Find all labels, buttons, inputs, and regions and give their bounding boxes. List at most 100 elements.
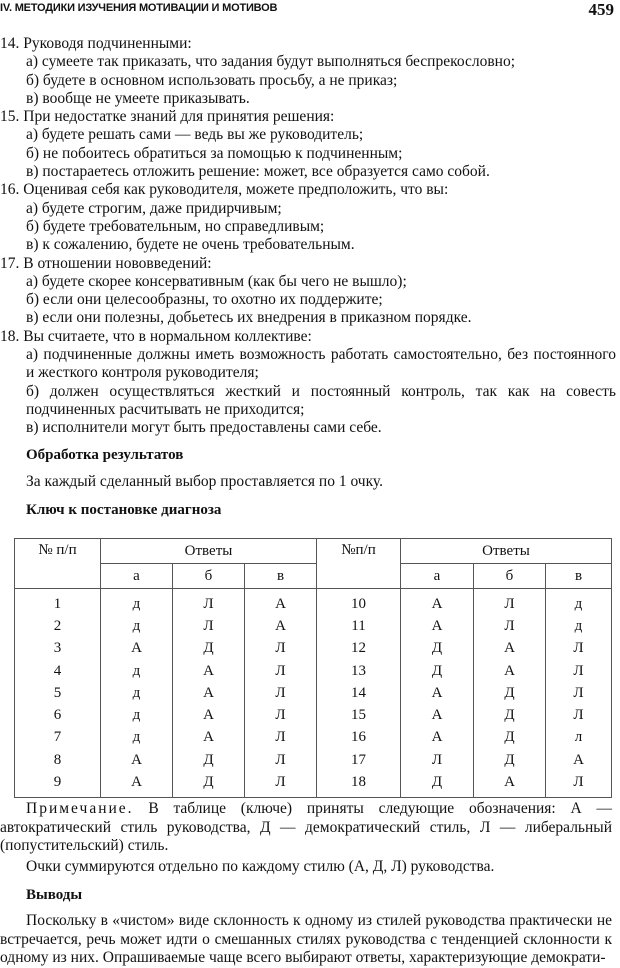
sub-header-a: а bbox=[400, 563, 474, 589]
answer-cell: Д bbox=[473, 704, 546, 727]
answer-cell: А bbox=[244, 615, 317, 638]
note-text: В таблице (ключе) приняты следующие обоз… bbox=[0, 800, 612, 854]
question-number: 14. bbox=[0, 35, 20, 52]
answer-cell: д bbox=[100, 682, 173, 705]
question-text: Руководя подчиненными: bbox=[23, 35, 192, 52]
answer-option: б) не побоитесь обратиться за помощью к … bbox=[26, 144, 403, 162]
row-number: 12 bbox=[316, 637, 401, 660]
question-text: В отношении нововведений: bbox=[23, 254, 212, 272]
answer-cell: д bbox=[100, 704, 173, 727]
row-number: 6 bbox=[14, 704, 101, 727]
answer-option: б) будете требовательным, но справедливы… bbox=[26, 217, 325, 235]
answer-cell: А bbox=[172, 704, 245, 727]
sub-header-a: а bbox=[100, 563, 173, 589]
page-number: 459 bbox=[588, 0, 615, 19]
answer-cell: Л bbox=[172, 588, 245, 616]
answer-option: а) будете строгим, даже придирчивым; bbox=[26, 199, 282, 217]
col-header-number: № п/п bbox=[14, 538, 101, 589]
note-label: Примечание. bbox=[26, 800, 134, 817]
answer-option: в) к сожалению, будете не очень требоват… bbox=[26, 236, 355, 254]
answer-cell: д bbox=[545, 588, 612, 616]
key-heading: Ключ к постановке диагноза bbox=[26, 502, 222, 518]
answer-cell: Д bbox=[400, 771, 474, 798]
answer-cell: А bbox=[400, 615, 474, 638]
question-item: 18. Вы считаете, что в нормальном коллек… bbox=[0, 328, 616, 346]
answer-cell: А bbox=[244, 588, 317, 616]
question-text: Оценивая себя как руководителя, можете п… bbox=[23, 181, 449, 199]
answer-cell: А bbox=[400, 588, 474, 616]
answer-cell: д bbox=[100, 615, 173, 638]
table-row: 4 д А Л 13 Д А Л bbox=[14, 659, 612, 683]
table-row: 8 А Д Л 17 Л Д А bbox=[14, 749, 612, 772]
answer-cell: Л bbox=[244, 659, 317, 683]
answer-cell: А bbox=[473, 659, 546, 683]
conclusions-text: Поскольку в «чистом» виде склонность к о… bbox=[0, 912, 612, 966]
answer-cell: Л bbox=[473, 615, 546, 638]
col-header-answers-2: Ответы bbox=[400, 538, 612, 564]
answer-cell: А bbox=[400, 682, 474, 705]
processing-text: За каждый сделанный выбор проставляется … bbox=[26, 473, 383, 490]
answer-cell: А bbox=[100, 771, 173, 798]
answer-cell: Л bbox=[244, 637, 317, 660]
answer-cell: А bbox=[172, 682, 245, 705]
question-number: 16. bbox=[0, 181, 20, 199]
note-paragraph: Примечание. В таблице (ключе) приняты сл… bbox=[0, 800, 612, 856]
answer-cell: А bbox=[473, 771, 546, 798]
answer-option: б) если они целесообразны, то охотно их … bbox=[26, 291, 383, 309]
answer-cell: Л bbox=[545, 637, 612, 660]
answer-option: а) подчиненные должны иметь возможность … bbox=[26, 346, 616, 382]
answer-cell: Л bbox=[473, 588, 546, 616]
row-number: 1 bbox=[14, 588, 101, 616]
answer-option: в) исполнители могут быть предоставлены … bbox=[26, 419, 382, 437]
answer-option: б) должен осуществляться жесткий и посто… bbox=[26, 382, 616, 418]
table-row: 9 А Д Л 18 Д А Л bbox=[14, 771, 612, 798]
answer-cell: Д bbox=[172, 771, 245, 798]
question-number: 17. bbox=[0, 254, 20, 272]
question-item: 14. Руководя подчиненными: bbox=[0, 35, 616, 53]
sub-header-v: в bbox=[545, 563, 612, 589]
answer-option: в) если они полезны, добьетесь их внедре… bbox=[26, 309, 472, 327]
question-number: 18. bbox=[0, 327, 20, 345]
answer-cell: Л bbox=[244, 771, 317, 798]
row-number: 4 bbox=[14, 659, 101, 683]
row-number: 10 bbox=[316, 588, 401, 616]
answer-option: в) вообще не умеете приказывать. bbox=[26, 89, 250, 107]
answer-option: а) будете решать сами — ведь вы же руков… bbox=[26, 126, 364, 144]
answer-cell: л bbox=[545, 726, 612, 750]
answer-cell: Д bbox=[172, 637, 245, 660]
row-number: 15 bbox=[316, 704, 401, 727]
row-number: 13 bbox=[316, 659, 401, 683]
questions-list: 14. Руководя подчиненными: а) сумеете так… bbox=[0, 35, 616, 438]
row-number: 18 bbox=[316, 771, 401, 798]
answer-cell: Л bbox=[172, 615, 245, 638]
question-text: При недостатке знаний для принятия решен… bbox=[23, 108, 335, 126]
answer-cell: Л bbox=[545, 682, 612, 705]
sub-header-b: б bbox=[172, 563, 245, 589]
answer-option: а) сумеете так приказать, что задания бу… bbox=[26, 53, 516, 71]
answer-cell: д bbox=[545, 615, 612, 638]
sum-text: Очки суммируются отдельно по каждому сти… bbox=[26, 858, 495, 875]
answer-cell: А bbox=[100, 749, 173, 772]
row-number: 14 bbox=[316, 682, 401, 705]
answer-cell: А bbox=[172, 659, 245, 683]
answer-cell: д bbox=[100, 659, 173, 683]
answer-option: в) постараетесь отложить решение: может,… bbox=[26, 163, 490, 181]
answer-cell: Л bbox=[244, 749, 317, 772]
answer-cell: А bbox=[400, 704, 474, 727]
answer-cell: д bbox=[100, 588, 173, 616]
answer-cell: Д bbox=[172, 749, 245, 772]
answer-cell: Л bbox=[400, 749, 474, 772]
answer-cell: Л bbox=[244, 682, 317, 705]
answer-cell: д bbox=[100, 726, 173, 750]
answer-cell: Д bbox=[473, 726, 546, 750]
question-text: Вы считаете, что в нормальном коллективе… bbox=[23, 327, 312, 345]
answer-cell: А bbox=[100, 637, 173, 660]
answer-cell: Д bbox=[473, 682, 546, 705]
table-row: 6 д А Л 15 А Д Л bbox=[14, 704, 612, 727]
question-number: 15. bbox=[0, 108, 20, 126]
question-item: 15. При недостатке знаний для принятия р… bbox=[0, 108, 616, 126]
row-number: 7 bbox=[14, 726, 101, 750]
